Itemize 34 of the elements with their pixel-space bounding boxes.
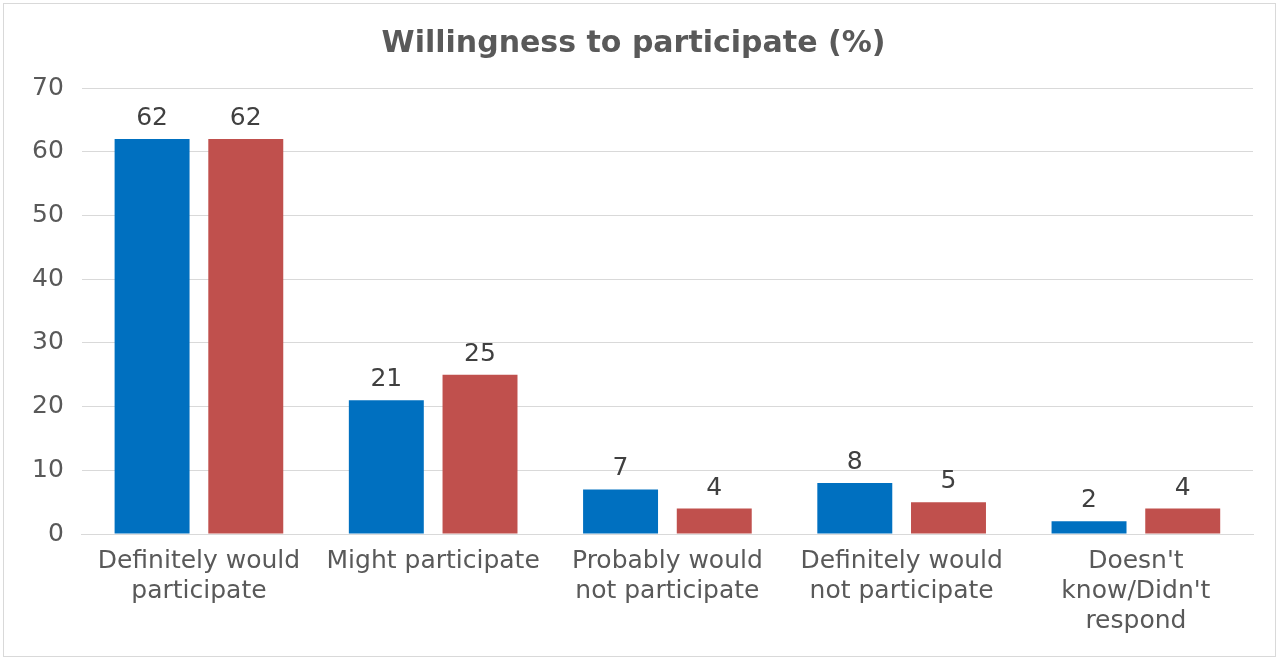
bar xyxy=(114,138,190,534)
y-tick-label: 0 xyxy=(47,517,64,547)
y-tick-label: 50 xyxy=(32,198,64,228)
data-label: 7 xyxy=(612,452,629,482)
y-tick-label: 40 xyxy=(32,262,64,292)
data-label: 8 xyxy=(846,446,863,476)
x-tick-label: Doesn't know/Didn't respond xyxy=(1061,544,1211,634)
data-label: 2 xyxy=(1081,484,1097,514)
bar xyxy=(911,502,986,534)
y-tick-label: 10 xyxy=(32,453,64,483)
data-label: 4 xyxy=(706,471,723,501)
x-tick-label: Probably would not participate xyxy=(572,544,763,604)
data-label: 25 xyxy=(464,337,496,367)
bar xyxy=(1145,508,1221,534)
x-tick-label: Definitely would participate xyxy=(97,544,301,604)
data-label: 4 xyxy=(1174,471,1191,501)
x-tick-label: Definitely would not participate xyxy=(800,544,1003,604)
data-label: 62 xyxy=(136,101,168,131)
data-label: 5 xyxy=(940,465,957,495)
y-tick-label: 70 xyxy=(32,71,64,101)
bar xyxy=(208,138,284,534)
x-tick-label: Might participate xyxy=(326,544,540,574)
y-tick-label: 60 xyxy=(32,135,64,165)
data-label: 62 xyxy=(229,101,262,131)
bar xyxy=(583,489,659,534)
bar xyxy=(442,374,518,534)
chart-title: Willingness to participate (%) xyxy=(381,23,886,59)
data-label: 21 xyxy=(370,363,403,393)
bar xyxy=(676,508,752,534)
bar xyxy=(348,400,424,534)
bar xyxy=(1051,521,1127,534)
y-tick-label: 20 xyxy=(32,390,64,420)
bar xyxy=(817,483,893,534)
y-tick-label: 30 xyxy=(32,326,64,356)
